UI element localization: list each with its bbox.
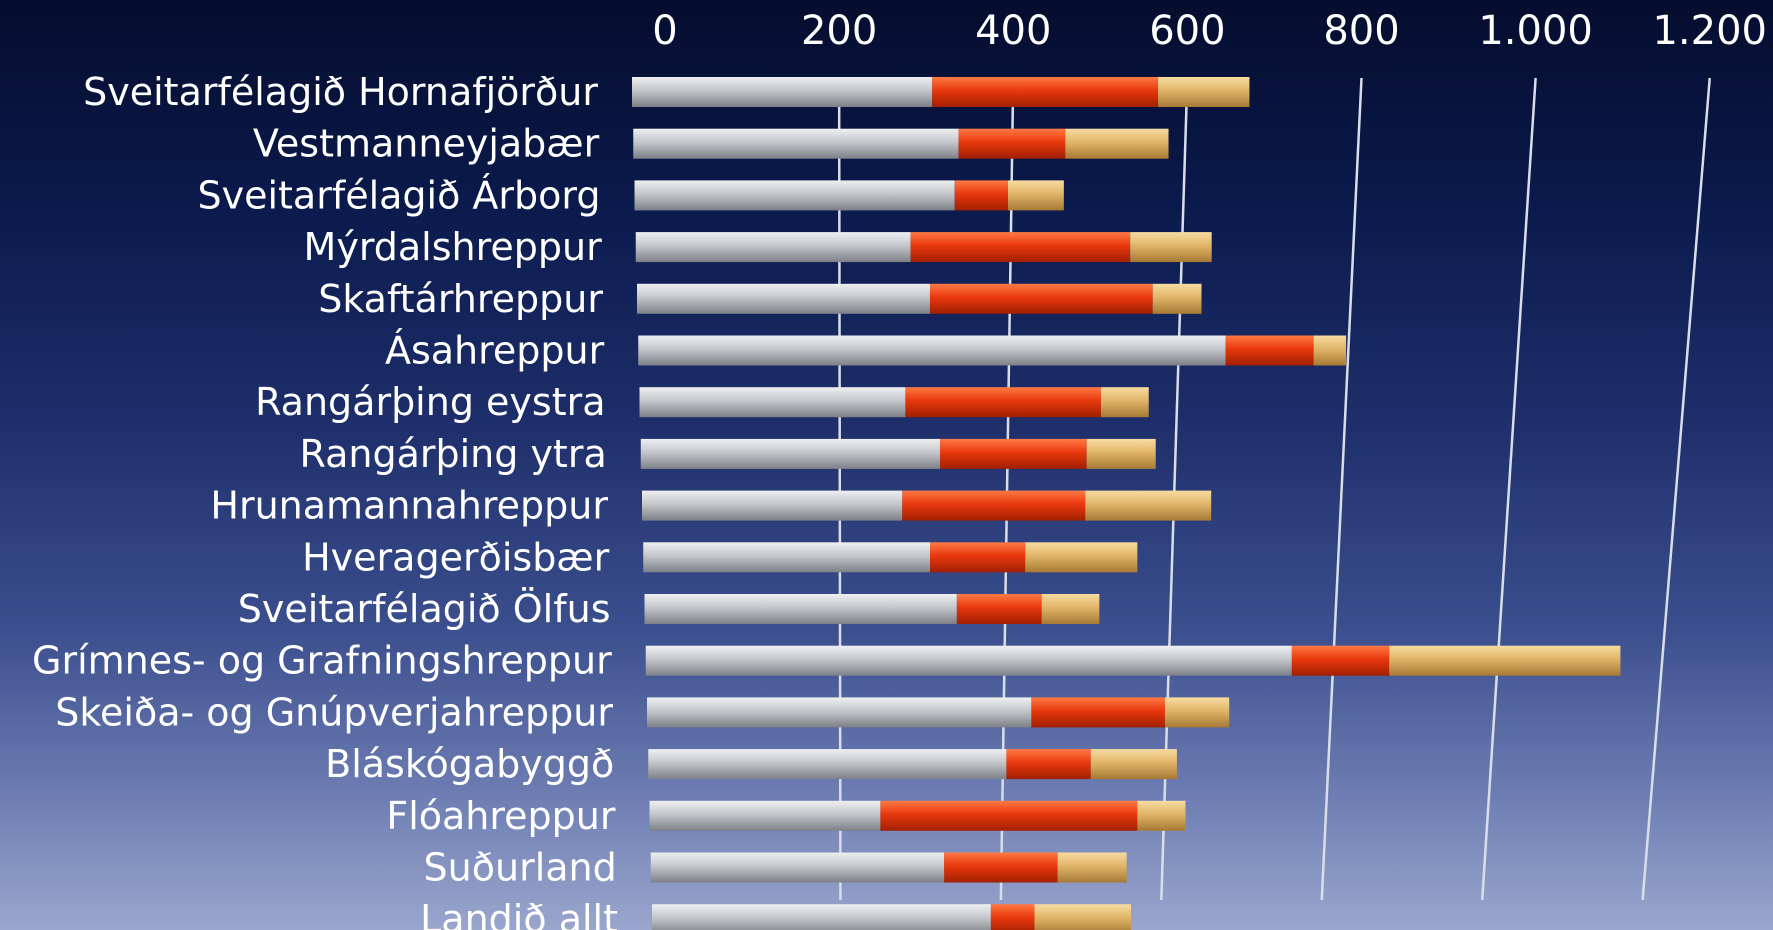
category-label-10: Sveitarfélagið Ölfus <box>238 587 611 631</box>
x-tick-label-0: 0 <box>652 8 677 54</box>
bar-8-grey <box>642 490 903 521</box>
x-tick-label-2: 400 <box>975 8 1051 54</box>
bar-3-red <box>910 232 1131 263</box>
x-tick-label-3: 600 <box>1149 8 1225 54</box>
bar-6-red <box>905 387 1101 418</box>
x-tick-label-5: 1.000 <box>1478 8 1593 54</box>
bar-14-grey <box>649 800 881 831</box>
x-tick-label-4: 800 <box>1323 8 1399 54</box>
category-label-8: Hrunamannahreppur <box>210 484 608 528</box>
bar-14-gold <box>1137 800 1186 831</box>
bar-10-red <box>956 594 1042 624</box>
category-label-1: Vestmanneyjabær <box>253 122 600 166</box>
category-label-4: Skaftárhreppur <box>318 277 603 321</box>
bar-13-red <box>1006 749 1091 780</box>
gridline-5 <box>1480 77 1537 901</box>
category-label-15: Suðurland <box>424 846 617 890</box>
bar-5-grey <box>638 335 1226 366</box>
bar-10-grey <box>644 594 957 624</box>
bar-7-red <box>940 438 1087 469</box>
bar-15-gold <box>1057 852 1127 883</box>
category-label-13: Bláskógabyggð <box>325 742 614 786</box>
bar-3-grey <box>635 232 911 263</box>
bar-16-gold <box>1034 904 1132 930</box>
bar-0-red <box>932 77 1159 107</box>
bar-1-red <box>958 128 1066 159</box>
gridline-4 <box>1320 77 1363 901</box>
category-label-6: Rangárþing eystra <box>255 380 605 424</box>
bar-12-red <box>1031 697 1165 728</box>
gridline-6 <box>1641 77 1711 901</box>
bar-16-grey <box>652 904 991 930</box>
bar-13-grey <box>648 749 1007 780</box>
bar-2-gold <box>1007 180 1064 211</box>
category-label-12: Skeiða- og Gnúpverjahreppur <box>55 690 613 734</box>
bar-15-grey <box>650 852 945 883</box>
category-label-3: Mýrdalshreppur <box>304 225 603 269</box>
bar-5-red <box>1225 335 1314 366</box>
bar-6-gold <box>1100 387 1149 418</box>
category-label-0: Sveitarfélagið Hornafjörður <box>83 70 598 114</box>
category-label-16: Landið allt <box>420 897 618 930</box>
bar-5-gold <box>1313 335 1347 366</box>
bar-4-gold <box>1152 283 1202 314</box>
bar-9-grey <box>643 542 931 573</box>
bar-9-gold <box>1025 542 1138 573</box>
bar-12-gold <box>1164 697 1230 728</box>
bar-2-grey <box>634 180 955 211</box>
bar-3-gold <box>1130 232 1212 263</box>
bar-12-grey <box>647 697 1032 728</box>
category-label-7: Rangárþing ytra <box>300 432 607 476</box>
bar-1-grey <box>633 128 959 159</box>
bar-0-gold <box>1158 77 1250 107</box>
category-label-11: Grímnes- og Grafningshreppur <box>32 639 612 683</box>
bar-2-red <box>954 180 1008 211</box>
bar-6-grey <box>639 387 906 418</box>
bar-11-gold <box>1389 645 1621 676</box>
x-tick-label-6: 1.200 <box>1652 8 1767 54</box>
category-label-2: Sveitarfélagið Árborg <box>197 173 600 217</box>
category-label-9: Hveragerðisbær <box>302 535 610 579</box>
category-label-5: Ásahreppur <box>385 329 605 373</box>
bar-1-gold <box>1065 128 1169 159</box>
bar-4-red <box>929 283 1153 314</box>
bar-14-red <box>880 800 1138 831</box>
bar-11-grey <box>645 645 1292 676</box>
bar-8-red <box>902 490 1086 521</box>
bar-8-gold <box>1085 490 1212 521</box>
bar-16-red <box>990 904 1035 930</box>
category-label-14: Flóahreppur <box>386 794 616 838</box>
bar-13-gold <box>1090 749 1177 780</box>
bar-0-grey <box>632 77 933 107</box>
bar-9-red <box>930 542 1026 573</box>
bar-15-red <box>944 852 1058 883</box>
x-tick-label-1: 200 <box>801 8 877 54</box>
bar-11-red <box>1291 645 1390 676</box>
bar-10-gold <box>1041 594 1100 624</box>
bar-4-grey <box>637 283 930 314</box>
bar-7-gold <box>1086 438 1156 469</box>
bar-7-grey <box>640 438 941 469</box>
